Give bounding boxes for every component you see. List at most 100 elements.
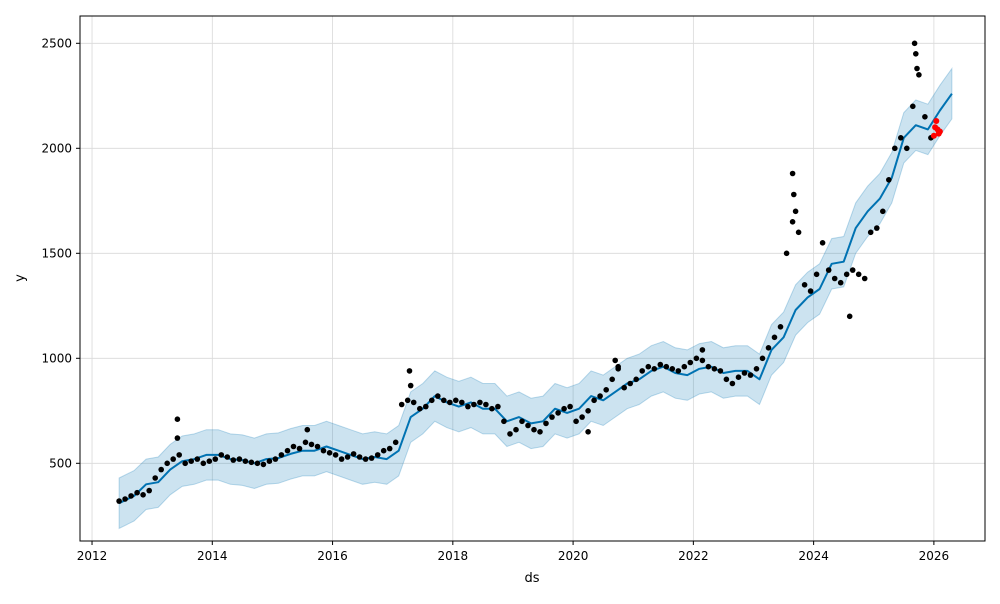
observed-point (254, 460, 261, 467)
observed-point (406, 368, 413, 374)
observed-point (597, 393, 603, 399)
observed-point (489, 405, 495, 412)
observed-point (537, 429, 543, 435)
observed-point (886, 177, 892, 183)
observed-point (134, 489, 140, 496)
observed-point (423, 403, 429, 410)
y-tick-label: 2000 (41, 141, 72, 155)
observed-point (146, 487, 152, 494)
observed-point (633, 376, 639, 383)
observed-point (404, 397, 411, 404)
observed-point (152, 475, 158, 481)
observed-point (789, 219, 796, 225)
observed-point (380, 447, 387, 454)
observed-point (471, 401, 477, 408)
observed-point (651, 366, 658, 372)
observed-point (278, 452, 285, 458)
observed-point (140, 492, 146, 498)
observed-point (344, 454, 351, 460)
observed-point (507, 431, 513, 437)
observed-point (675, 368, 682, 374)
observed-point (711, 366, 718, 372)
observed-point (911, 40, 918, 47)
observed-point (792, 208, 799, 215)
observed-point (843, 271, 850, 278)
observed-point (218, 452, 225, 458)
observed-point (543, 420, 549, 427)
observed-point (447, 399, 453, 406)
observed-point (374, 452, 381, 458)
observed-point (302, 439, 309, 446)
observed-point (621, 384, 627, 391)
observed-point (224, 454, 231, 460)
observed-point (699, 347, 706, 353)
observed-point (603, 387, 609, 393)
observed-point (898, 135, 904, 141)
observed-point (705, 363, 712, 370)
observed-point (407, 382, 414, 389)
observed-point (585, 408, 591, 414)
observed-point (236, 456, 243, 462)
observed-point (356, 454, 363, 460)
observed-points-layer (116, 40, 934, 504)
observed-point (645, 363, 652, 370)
observed-point (735, 374, 742, 381)
plot-frame (79, 15, 986, 542)
observed-point (874, 225, 880, 231)
observed-point (206, 458, 213, 465)
x-tick-label: 2022 (678, 549, 709, 563)
observed-point (795, 229, 802, 236)
observed-point (585, 429, 591, 435)
x-tick-label: 2016 (317, 549, 348, 563)
observed-point (304, 426, 311, 433)
observed-point (477, 399, 483, 406)
observed-point (861, 275, 868, 282)
observed-point (723, 376, 730, 383)
observed-point (398, 401, 405, 408)
observed-point (555, 410, 561, 416)
observed-point (350, 451, 357, 457)
observed-point (284, 447, 291, 454)
observed-point (326, 450, 333, 456)
observed-point (807, 288, 814, 294)
highlight-point (936, 128, 943, 135)
observed-point (242, 458, 249, 465)
observed-point (116, 498, 122, 504)
observed-point (904, 145, 910, 152)
observed-point (212, 456, 219, 462)
grid-lines (80, 16, 985, 541)
observed-point (296, 445, 303, 452)
observed-point (771, 334, 778, 341)
observed-point (368, 455, 375, 461)
observed-point (410, 399, 417, 406)
observed-point (892, 145, 898, 152)
observed-point (693, 355, 700, 362)
observed-point (579, 414, 585, 420)
observed-point (230, 457, 237, 463)
forecast-line-layer (118, 93, 953, 505)
observed-point (846, 313, 853, 320)
observed-point (174, 416, 181, 423)
observed-point (687, 359, 694, 366)
observed-point (609, 376, 615, 383)
y-tick-label: 500 (49, 456, 72, 470)
observed-point (753, 366, 760, 372)
observed-point (392, 439, 399, 446)
observed-point (831, 275, 838, 282)
observed-point (765, 345, 772, 351)
x-tick-label: 2024 (798, 549, 829, 563)
observed-point (825, 267, 832, 273)
observed-point (465, 403, 471, 410)
observed-point (501, 418, 507, 425)
observed-point (567, 403, 573, 410)
forecast-line (118, 93, 953, 505)
observed-point (717, 368, 724, 374)
x-tick-label: 2026 (919, 549, 950, 563)
y-axis-label: y (13, 274, 28, 282)
observed-point (525, 422, 531, 429)
observed-point (164, 460, 170, 467)
observed-point (200, 460, 207, 467)
observed-point (699, 357, 706, 364)
y-tick-label: 1500 (41, 246, 72, 260)
